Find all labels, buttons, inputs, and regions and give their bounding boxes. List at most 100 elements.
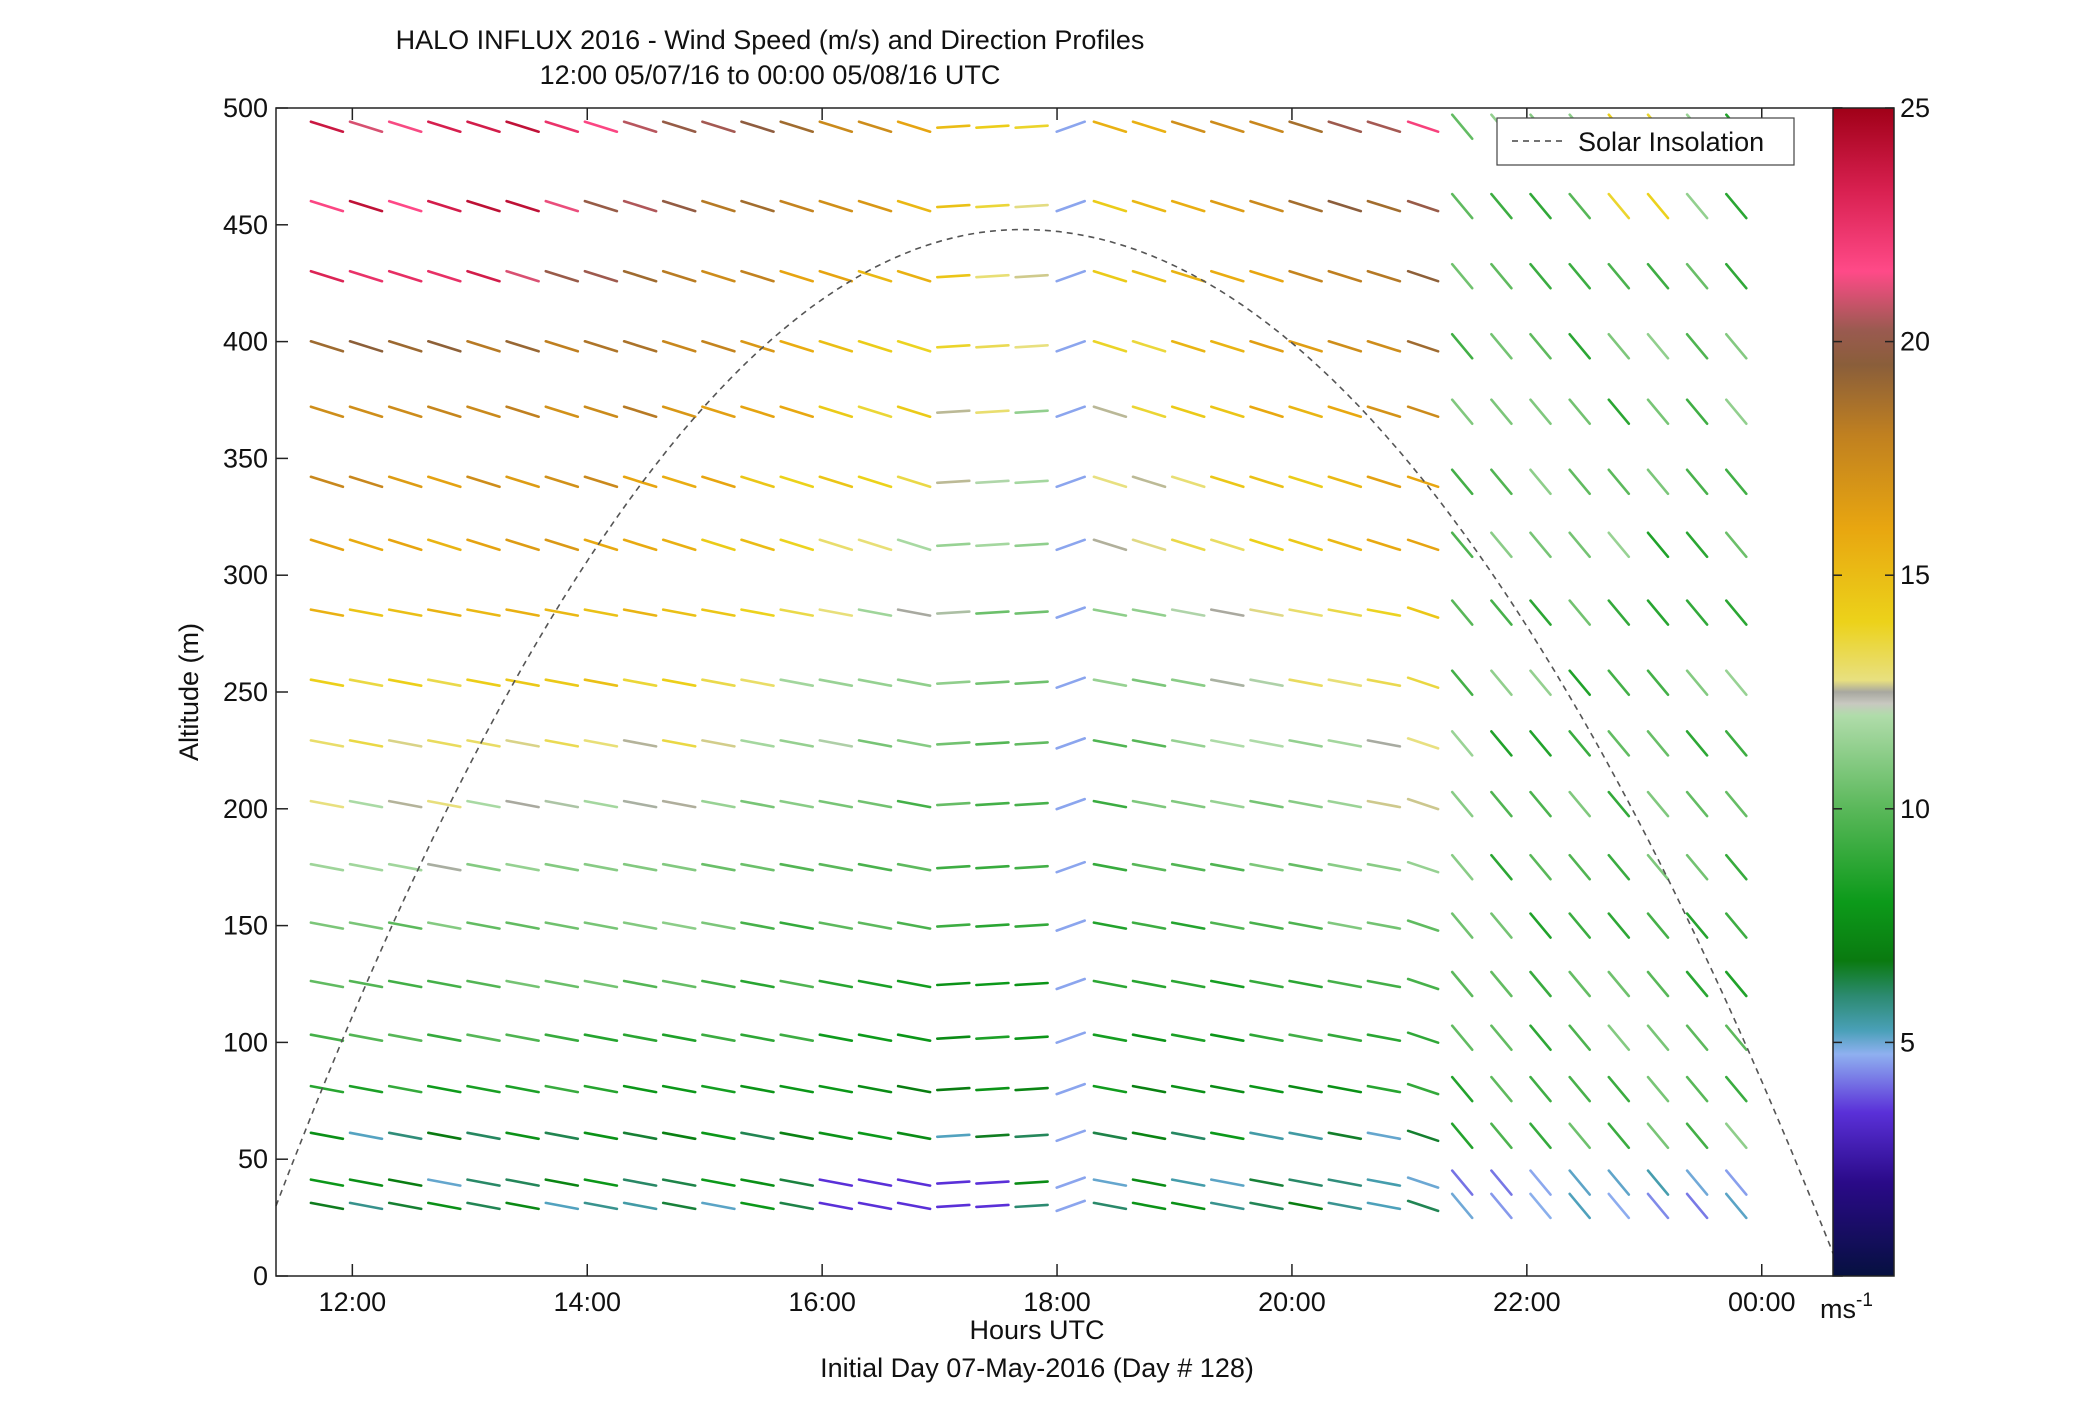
wind-barb — [1490, 192, 1513, 220]
wind-barb — [1725, 192, 1748, 220]
wind-barb — [1725, 790, 1748, 818]
chart-subtitle: 12:00 05/07/16 to 00:00 05/08/16 UTC — [540, 60, 1001, 90]
wind-barb — [1014, 203, 1049, 209]
wind-barb — [1685, 1024, 1709, 1051]
wind-barb — [466, 739, 501, 748]
wind-barb — [622, 405, 658, 419]
wind-barb — [1568, 853, 1591, 881]
wind-barb — [857, 739, 893, 748]
x-tick-label: 20:00 — [1258, 1287, 1326, 1317]
wind-barb — [1529, 468, 1552, 496]
wind-barb — [309, 1201, 345, 1211]
wind-barb — [583, 979, 619, 989]
wind-barb — [1170, 608, 1206, 617]
wind-barb — [1249, 608, 1284, 617]
wind-barb — [701, 538, 736, 552]
wind-barb — [1529, 853, 1552, 881]
wind-barb — [1014, 1180, 1049, 1185]
wind-barb — [544, 799, 580, 809]
wind-barb — [622, 339, 658, 353]
x-axis-sublabel: Initial Day 07-May-2016 (Day # 128) — [820, 1353, 1254, 1383]
legend: Solar Insolation — [1496, 117, 1795, 166]
wind-barb — [622, 921, 658, 930]
wind-barb — [387, 739, 423, 748]
wind-barb — [740, 475, 775, 489]
wind-barb — [935, 1203, 971, 1209]
wind-barb — [387, 339, 423, 353]
wind-barb — [1092, 199, 1128, 213]
wind-barb — [1685, 1169, 1709, 1196]
wind-barb — [583, 538, 619, 552]
wind-barb — [1450, 468, 1474, 496]
wind-barb — [309, 862, 345, 872]
wind-barb — [1366, 405, 1402, 419]
wind-barb — [1327, 921, 1363, 930]
wind-barb — [426, 1084, 462, 1094]
wind-barb — [1490, 262, 1513, 290]
wind-barb — [1210, 269, 1245, 283]
wind-barb — [779, 1201, 815, 1211]
wind-barb — [1055, 475, 1086, 489]
wind-barb — [1406, 797, 1440, 811]
wind-barb — [466, 608, 501, 617]
wind-barb — [1170, 1131, 1206, 1141]
wind-barb — [1014, 542, 1049, 548]
wind-barb — [426, 405, 462, 419]
wind-barb — [505, 199, 540, 213]
wind-barb — [1014, 1203, 1049, 1209]
wind-barb — [1055, 606, 1086, 619]
wind-barb — [544, 1201, 580, 1211]
wind-barb — [505, 678, 540, 688]
wind-barb — [1646, 398, 1670, 426]
wind-barb — [935, 1180, 971, 1185]
wind-barb — [1685, 912, 1709, 939]
wind-barb — [1210, 979, 1245, 989]
wind-barb — [740, 1033, 775, 1042]
wind-barb — [1092, 120, 1128, 133]
wind-barb — [505, 979, 540, 989]
wind-barb — [309, 475, 345, 489]
y-tick-label: 500 — [223, 93, 268, 123]
wind-barb — [505, 1201, 540, 1211]
wind-barb — [896, 1178, 932, 1187]
wind-barb — [622, 199, 658, 213]
wind-barb — [1406, 269, 1440, 283]
wind-barb — [1646, 599, 1670, 626]
wind-barb — [1288, 269, 1323, 283]
wind-barb — [544, 475, 580, 489]
wind-barb — [1327, 608, 1363, 617]
wind-barb — [1055, 199, 1086, 213]
wind-barb — [779, 199, 815, 213]
wind-barb — [466, 269, 501, 283]
wind-barb — [1249, 538, 1284, 552]
wind-barb — [1055, 1082, 1086, 1096]
wind-barb — [1607, 1169, 1631, 1196]
wind-barb — [896, 339, 932, 353]
wind-barb — [1170, 678, 1206, 688]
wind-barb — [583, 120, 619, 133]
wind-barb — [583, 862, 619, 872]
wind-barb — [1014, 1133, 1049, 1139]
wind-barb — [544, 120, 580, 133]
wind-barb — [1055, 120, 1086, 133]
wind-barb — [857, 405, 893, 419]
wind-barb — [818, 199, 854, 213]
wind-barb — [1288, 678, 1323, 688]
wind-barb — [583, 1201, 619, 1211]
wind-barb — [348, 1084, 384, 1094]
wind-barb — [1607, 790, 1631, 818]
wind-barb — [1450, 912, 1474, 939]
wind-barb — [1327, 862, 1363, 872]
wind-barb — [1529, 1169, 1552, 1196]
wind-barb — [1327, 739, 1363, 748]
wind-barb — [661, 739, 697, 748]
wind-barb — [505, 921, 540, 930]
wind-barb — [1450, 1192, 1474, 1220]
wind-barb — [505, 739, 540, 748]
wind-barb — [1288, 1084, 1323, 1094]
wind-barb — [1685, 730, 1709, 757]
wind-barb — [1249, 739, 1284, 748]
wind-barb — [935, 1133, 971, 1139]
wind-barb — [661, 799, 697, 809]
